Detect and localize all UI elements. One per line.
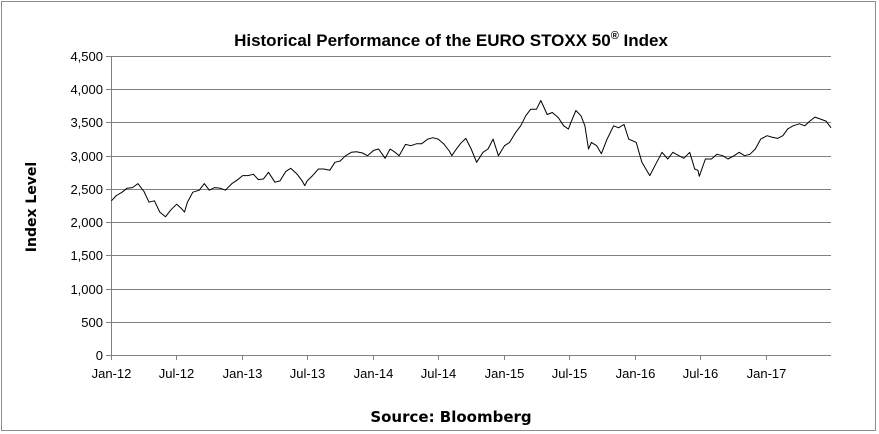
- gridlines: [111, 56, 831, 323]
- axes: [106, 56, 831, 360]
- x-tick-label: Jul-13: [290, 366, 325, 381]
- series: [111, 100, 832, 218]
- x-tick-label: Jul-12: [159, 366, 194, 381]
- source-note: Source: Bloomberg: [370, 408, 531, 426]
- y-tick-label: 500: [81, 315, 103, 330]
- y-tick-label: 2,000: [70, 215, 103, 230]
- x-tick-label: Jul-16: [683, 366, 718, 381]
- x-tick-label: Jan-16: [616, 366, 656, 381]
- x-tick-label: Jan-15: [485, 366, 525, 381]
- chart-title: Historical Performance of the EURO STOXX…: [234, 30, 668, 50]
- y-axis-title: Index Level: [24, 162, 40, 252]
- y-tick-label: 4,500: [70, 49, 103, 64]
- y-tick-label: 1,000: [70, 282, 103, 297]
- x-tick-labels: Jan-12 Jul-12 Jan-13 Jul-13 Jan-14 Jul-14 Jan-…: [92, 366, 787, 381]
- y-tick-label: 0: [96, 348, 103, 363]
- y-tick-label: 1,500: [70, 248, 103, 263]
- y-tick-label: 2,500: [70, 182, 103, 197]
- y-tick-label: 3,500: [70, 115, 103, 130]
- x-tick-label: Jan-17: [747, 366, 787, 381]
- x-tick-label: Jan-12: [92, 366, 132, 381]
- y-tick-label: 4,000: [70, 82, 103, 97]
- series-line: [111, 100, 832, 218]
- x-tick-label: Jul-14: [421, 366, 456, 381]
- y-tick-labels: 0 500 1,000 1,500 2,000 2,500 3,000 3,500 4,000 4…: [70, 49, 103, 363]
- x-tick-label: Jan-14: [354, 366, 394, 381]
- x-tick-label: Jul-15: [552, 366, 587, 381]
- y-tick-label: 3,000: [70, 149, 103, 164]
- x-tick-label: Jan-13: [223, 366, 263, 381]
